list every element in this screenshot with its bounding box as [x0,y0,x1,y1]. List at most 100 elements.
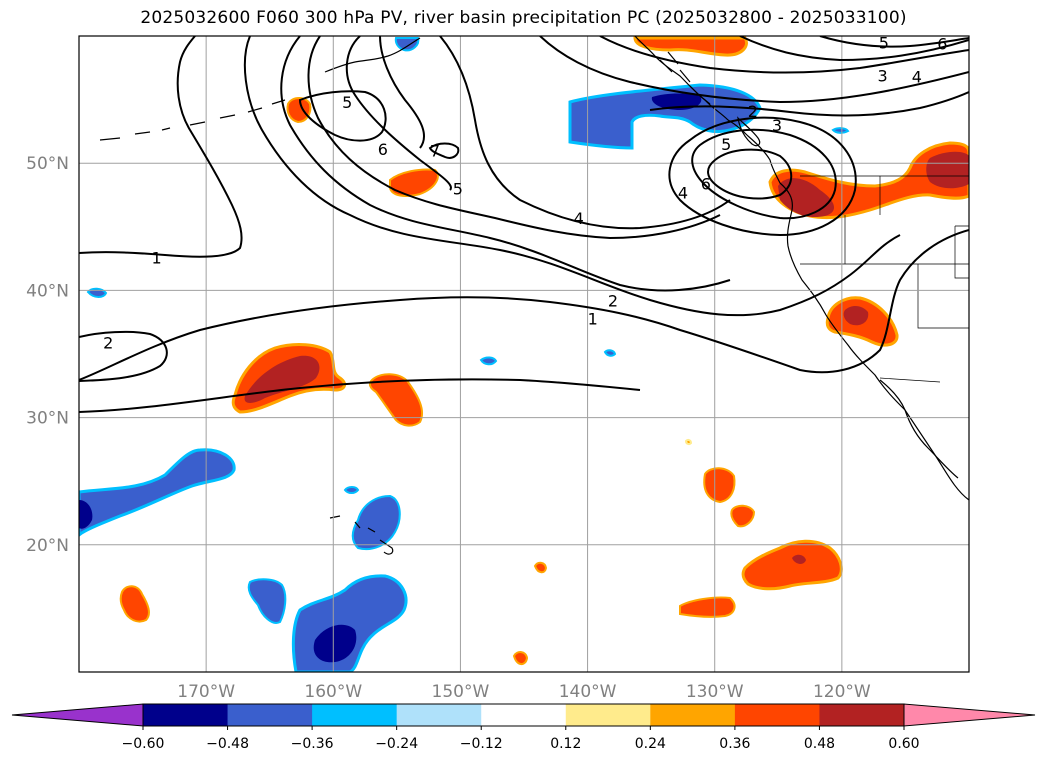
contour-label: 3 [877,66,887,85]
longitude-labels: 170°W 160°W 150°W 140°W 130°W 120°W [177,682,871,702]
hawaii-islands [329,515,394,555]
political-borders [800,175,969,383]
positive-core-e3 [792,554,806,564]
contour-label: 2 [103,334,113,353]
precipitation-pc-shading [79,36,969,672]
pv-contour-6 [379,36,425,149]
colorbar-extend-left [11,703,144,727]
negative-region-south1 [247,578,287,624]
pv-contour-ne-4 [819,36,969,48]
pv-contours [79,36,969,413]
contour-label: 6 [701,175,711,194]
lon-tick-label: 120°W [813,682,871,702]
pv-contour-low-3 [707,148,793,200]
positive-dot-1 [533,561,548,574]
pv-contour-5b [298,90,387,142]
pv-contour-1 [79,36,243,258]
colorbar-segment [734,704,820,726]
contour-label: 4 [912,68,922,87]
vancouver-island [737,116,761,147]
colorbar-tick-label: −0.24 [375,736,418,752]
colorbar-frame [142,703,905,727]
positive-region-e4 [679,596,736,618]
lat-tick-label: 50°N [26,154,69,174]
gridlines [79,36,969,672]
pv-contour-ne-2 [599,36,969,74]
contour-label: 6 [378,140,388,159]
colorbar-segment [396,704,482,726]
negative-dot-5 [831,127,850,134]
lon-tick-label: 170°W [177,682,235,702]
lon-tick-label: 130°W [686,682,744,702]
pv-contour-ne-3 [739,36,969,62]
lat-tick-label: 40°N [26,281,69,301]
colorbar-segment [819,704,905,726]
contour-label: 7 [430,141,440,160]
colorbar: −0.60 −0.48 −0.36 −0.24 −0.12 0.12 0.24 0.36 0.4… [11,703,1036,752]
contour-label: 4 [678,183,688,202]
positive-core-pnw-east [926,151,969,189]
lat-tick-label: 30°N [26,409,69,429]
colorbar-tick-label: 0.60 [888,736,919,752]
alexander-archipelago [659,51,711,105]
negative-region-west [79,448,236,537]
aleutians [99,99,286,141]
colorbar-tick-label: 0.48 [804,736,835,752]
pv-contour-ne-1 [539,36,969,104]
negative-dot-3 [603,349,617,357]
lon-tick-label: 160°W [304,682,362,702]
contour-label: 2 [608,292,618,311]
colorbar-tick-label: 0.24 [635,736,666,752]
negative-region-gulf [394,37,420,52]
contour-label: 1 [588,309,598,328]
negative-core-west [79,500,93,529]
colorbar-extend-right [903,703,1036,727]
pv-contour-4 [307,36,721,240]
colorbar-segment [227,704,313,726]
positive-region-west-small [119,585,150,623]
plot-title: 2025032600 F060 300 hPa PV, river basin … [140,8,907,28]
colorbar-tick-label: −0.60 [122,736,165,752]
negative-dot-4 [343,486,360,494]
colorbar-tick-label: −0.48 [206,736,249,752]
pv-contour-2 [79,330,168,382]
colorbar-segment [650,704,736,726]
contour-label: 6 [937,35,947,54]
pv-contour-4b [439,36,731,230]
colorbar-tick-label: 0.36 [719,736,750,752]
pv-contour-2c [243,36,901,317]
pv-contour-ne-5 [649,91,969,117]
lon-tick-label: 150°W [432,682,490,702]
alaska-coast [324,37,421,73]
colorbar-tick-label: −0.12 [460,736,503,752]
coastlines [99,36,969,555]
colorbar-segment [481,704,567,726]
pv-contour-low-2 [668,116,857,237]
colorbar-segment [565,704,651,726]
negative-dot-2 [479,356,498,366]
contour-label: 5 [342,93,352,112]
positive-region-gulf-mid [389,168,439,197]
state-borders [800,176,969,383]
contour-label: 2 [748,102,758,121]
positive-region-gulf-small [286,97,312,124]
negative-region-hawaii [351,494,401,551]
pv-contour-5 [345,36,452,191]
colorbar-segment [143,704,229,726]
map-frame [78,35,970,673]
pv-contour-3 [280,36,731,292]
positive-region-e1 [703,467,736,504]
positive-region-e2 [730,504,756,528]
pv-contour-7 [428,142,460,159]
colorbar-tick-label: −0.36 [291,736,334,752]
contour-label: 1 [151,248,161,267]
negative-core-south [313,624,357,663]
latitude-labels: 50°N 40°N 30°N 20°N [26,154,69,556]
contour-label: 5 [879,33,889,52]
pv-contour-2b [79,378,641,413]
negative-region-south2 [291,574,408,672]
contour-label: 5 [453,180,463,199]
lat-tick-label: 20°N [26,536,69,556]
